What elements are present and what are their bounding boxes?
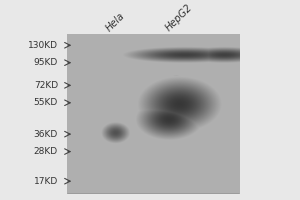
FancyBboxPatch shape bbox=[67, 35, 239, 193]
Text: HepG2: HepG2 bbox=[164, 2, 194, 33]
Text: 95KD: 95KD bbox=[34, 58, 58, 67]
Text: 17KD: 17KD bbox=[34, 177, 58, 186]
Text: 130KD: 130KD bbox=[28, 41, 58, 50]
Text: Hela: Hela bbox=[104, 10, 126, 33]
Text: 28KD: 28KD bbox=[34, 147, 58, 156]
Text: 55KD: 55KD bbox=[34, 98, 58, 107]
Text: 72KD: 72KD bbox=[34, 81, 58, 90]
Text: 36KD: 36KD bbox=[34, 130, 58, 139]
